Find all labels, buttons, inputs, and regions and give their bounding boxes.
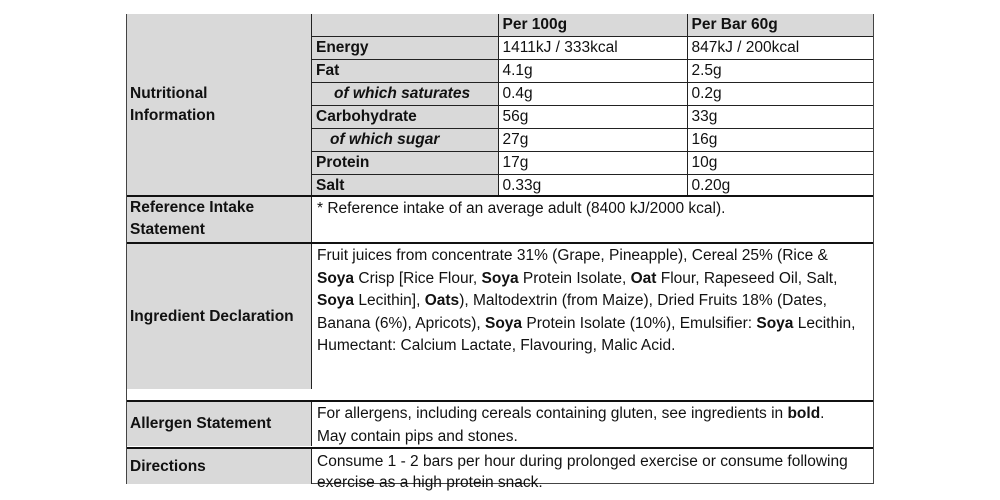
nutrition-row-energy: Energy 1411kJ / 333kcal 847kJ / 200kcal bbox=[312, 36, 873, 60]
product-info-sheet: Nutritional Information Per 100g Per Bar… bbox=[126, 14, 874, 491]
value-per-bar: 16g bbox=[686, 128, 873, 152]
reference-statement: * Reference intake of an average adult (… bbox=[317, 200, 726, 217]
value-per-100g: 4.1g bbox=[497, 59, 688, 83]
header-per-bar: Per Bar 60g bbox=[686, 14, 873, 37]
ingredients-text: Fruit juices from concentrate 31% (Grape… bbox=[312, 244, 873, 389]
ingredients-part: ), Maltodextrin (from Maize), Dried Frui… bbox=[317, 292, 827, 332]
ingredients-part: Lecithin], bbox=[354, 292, 425, 309]
header-per-100g: Per 100g bbox=[497, 14, 688, 37]
nutrition-label-line2: Information bbox=[130, 106, 216, 124]
allergen-text-b: . bbox=[820, 405, 825, 422]
ingredients-part: Crisp [Rice Flour, bbox=[354, 269, 482, 287]
value-per-bar: 0.20g bbox=[686, 174, 873, 197]
value-per-100g: 1411kJ / 333kcal bbox=[497, 36, 688, 60]
allergen-highlight: Soya bbox=[317, 292, 355, 309]
nutrition-row-sugar: of which sugar 27g 16g bbox=[312, 128, 873, 152]
allergen-text-c: May contain pips and stones. bbox=[317, 427, 518, 445]
nutrition-row-protein: Protein 17g 10g bbox=[312, 151, 873, 175]
divider bbox=[127, 400, 873, 402]
divider bbox=[127, 195, 873, 197]
reference-section-label: Reference Intake Statement bbox=[127, 197, 312, 242]
ingredients-part: Protein Isolate (10%), Emulsifier: bbox=[522, 314, 757, 332]
value-per-bar: 0.2g bbox=[686, 82, 873, 106]
allergen-text-a: For allergens, including cereals contain… bbox=[317, 405, 788, 422]
directions-text: Consume 1 - 2 bars per hour during prolo… bbox=[317, 453, 848, 491]
divider bbox=[127, 242, 873, 244]
ingredients-part: Lecithin, Humectant: Calcium Lactate, Fl… bbox=[317, 314, 856, 355]
allergen-highlight: Soya bbox=[481, 269, 519, 287]
value-per-100g: 27g bbox=[497, 128, 688, 152]
ingredients-section-label: Ingredient Declaration bbox=[127, 244, 312, 389]
ingredients-part: Protein Isolate, bbox=[518, 269, 631, 287]
value-per-bar: 10g bbox=[686, 151, 873, 175]
allergen-highlight: Soya bbox=[756, 314, 794, 332]
value-per-100g: 0.33g bbox=[497, 174, 688, 197]
nutrition-row-carbohydrate: Carbohydrate 56g 33g bbox=[312, 105, 873, 129]
allergen-text: For allergens, including cereals contain… bbox=[312, 402, 873, 446]
nutrition-header-blank bbox=[312, 14, 499, 37]
nutrient-name: Protein bbox=[312, 151, 499, 175]
value-per-bar: 847kJ / 200kcal bbox=[686, 36, 873, 60]
value-per-bar: 33g bbox=[686, 105, 873, 129]
allergen-text-bold: bold bbox=[787, 405, 821, 422]
reference-label-line1: Reference Intake bbox=[130, 199, 255, 216]
nutrition-section-label: Nutritional Information bbox=[127, 14, 312, 195]
nutrition-row-saturates: of which saturates 0.4g 0.2g bbox=[312, 82, 873, 106]
allergen-section-label: Allergen Statement bbox=[127, 402, 312, 446]
nutrient-name: Salt bbox=[312, 174, 499, 197]
value-per-100g: 56g bbox=[497, 105, 688, 129]
nutrient-name: of which sugar bbox=[312, 128, 499, 152]
nutrient-name: Carbohydrate bbox=[312, 105, 499, 129]
allergen-label: Allergen Statement bbox=[130, 415, 272, 432]
directions-section-label: Directions bbox=[127, 449, 312, 484]
nutrition-row-fat: Fat 4.1g 2.5g bbox=[312, 59, 873, 83]
allergen-highlight: Oat bbox=[630, 269, 657, 287]
value-per-bar: 2.5g bbox=[686, 59, 873, 83]
nutrition-header-row: Per 100g Per Bar 60g bbox=[312, 14, 873, 37]
ingredients-part: Fruit juices from concentrate 31% (Grape… bbox=[317, 247, 828, 264]
nutrient-name: Energy bbox=[312, 36, 499, 60]
directions-label: Directions bbox=[130, 457, 206, 475]
nutrition-table: Per 100g Per Bar 60g Energy 1411kJ / 333… bbox=[312, 14, 873, 197]
nutrition-label-line1: Nutritional bbox=[130, 84, 208, 102]
allergen-highlight: Soya bbox=[485, 314, 523, 332]
nutrition-row-salt: Salt 0.33g 0.20g bbox=[312, 174, 873, 197]
value-per-100g: 0.4g bbox=[497, 82, 688, 106]
allergen-highlight: Soya bbox=[317, 269, 355, 287]
nutrient-name: Fat bbox=[312, 59, 499, 83]
divider bbox=[127, 447, 873, 449]
value-per-100g: 17g bbox=[497, 151, 688, 175]
ingredients-part: Flour, Rapeseed Oil, Salt, bbox=[656, 269, 838, 287]
allergen-highlight: Oats bbox=[424, 292, 460, 309]
nutrient-name: of which saturates bbox=[312, 82, 499, 106]
ingredients-label: Ingredient Declaration bbox=[130, 307, 294, 325]
reference-label-line2: Statement bbox=[130, 221, 205, 238]
